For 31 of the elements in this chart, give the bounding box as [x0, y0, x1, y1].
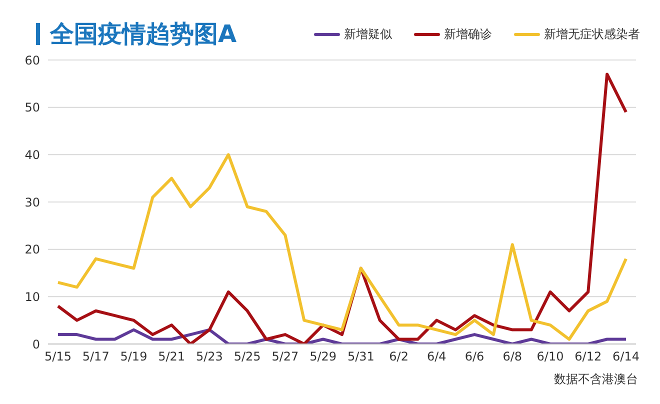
x-tick-label: 6/6	[464, 350, 484, 364]
x-tick-label: 5/17	[82, 350, 110, 364]
legend-label: 新增无症状感染者	[544, 26, 640, 42]
text: 数据不含港澳台	[554, 371, 638, 388]
y-tick-label: 50	[24, 100, 40, 115]
x-tick-label: 5/31	[347, 350, 374, 364]
x-tick-label: 5/21	[158, 350, 186, 364]
x-tick-label: 6/14	[612, 350, 640, 364]
x-tick-label: 5/27	[272, 350, 299, 364]
x-tick-label: 6/2	[389, 350, 408, 364]
x-tick-label: 5/15	[44, 350, 72, 364]
x-tick-label: 6/10	[536, 350, 564, 364]
y-tick-label: 40	[24, 148, 40, 162]
line-series	[56, 72, 628, 344]
y-tick-label: 0	[32, 337, 40, 352]
legend-label: 新增确诊	[444, 26, 492, 42]
x-tick-label: 6/12	[574, 350, 602, 364]
x-tick-label: 6/8	[502, 350, 522, 364]
y-tick-label: 30	[24, 195, 40, 210]
x-tick-label: 5/19	[120, 350, 148, 364]
x-tick-label: 5/29	[310, 350, 337, 364]
line-series	[56, 153, 628, 341]
legend-label: 新增疑似	[344, 26, 392, 42]
x-tick-label: 5/23	[196, 350, 223, 364]
y-tick-label: 20	[24, 242, 40, 257]
line-series	[56, 328, 628, 344]
y-tick-label: 60	[24, 53, 40, 68]
x-tick-label: 6/4	[427, 350, 446, 364]
y-tick-label: 10	[24, 290, 40, 304]
x-tick-label: 5/25	[234, 350, 261, 364]
chart-title: 全国疫情趋势图A	[50, 19, 237, 50]
